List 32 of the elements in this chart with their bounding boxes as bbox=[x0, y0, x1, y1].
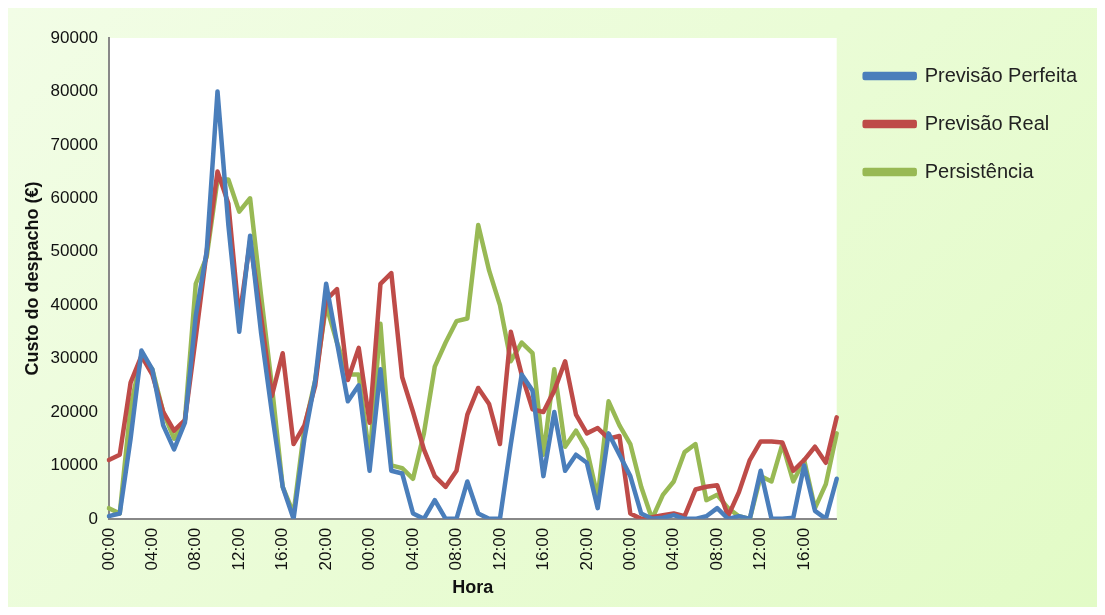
x-tick-label: 16:00 bbox=[793, 527, 813, 571]
x-tick-label: 00:00 bbox=[359, 527, 379, 571]
y-tick-label: 50000 bbox=[50, 241, 98, 261]
x-tick-label: 20:00 bbox=[315, 527, 335, 571]
x-tick-label: 08:00 bbox=[706, 527, 726, 571]
y-tick-label: 60000 bbox=[50, 187, 98, 207]
y-tick-label: 40000 bbox=[50, 294, 98, 314]
x-tick-label: 12:00 bbox=[228, 527, 248, 571]
x-tick-label: 00:00 bbox=[619, 527, 639, 571]
x-tick-label: 16:00 bbox=[272, 527, 292, 571]
x-axis-title: Hora bbox=[452, 577, 495, 598]
y-tick-label: 20000 bbox=[50, 401, 98, 421]
x-tick-label: 12:00 bbox=[489, 527, 509, 571]
legend-label: Persistência bbox=[924, 159, 1035, 182]
y-tick-label: 0 bbox=[88, 508, 98, 528]
x-tick-label: 12:00 bbox=[750, 527, 770, 571]
x-tick-label: 04:00 bbox=[663, 527, 683, 571]
x-tick-label: 20:00 bbox=[576, 527, 596, 571]
x-tick-label: 16:00 bbox=[533, 527, 553, 571]
legend-label: Previsão Real bbox=[924, 111, 1050, 134]
y-tick-label: 70000 bbox=[50, 134, 98, 154]
x-tick-label: 04:00 bbox=[402, 527, 422, 571]
y-tick-label: 10000 bbox=[50, 455, 98, 475]
x-tick-label: 04:00 bbox=[142, 527, 162, 571]
legend-label: Previsão Perfeita bbox=[924, 63, 1078, 86]
y-tick-label: 30000 bbox=[50, 348, 98, 368]
x-tick-label: 00:00 bbox=[98, 527, 118, 571]
y-tick-label: 90000 bbox=[50, 27, 98, 47]
y-tick-label: 80000 bbox=[50, 81, 98, 101]
x-tick-label: 08:00 bbox=[185, 527, 205, 571]
y-axis-title: Custo do despacho (€) bbox=[21, 181, 42, 376]
x-tick-label: 08:00 bbox=[446, 527, 466, 571]
